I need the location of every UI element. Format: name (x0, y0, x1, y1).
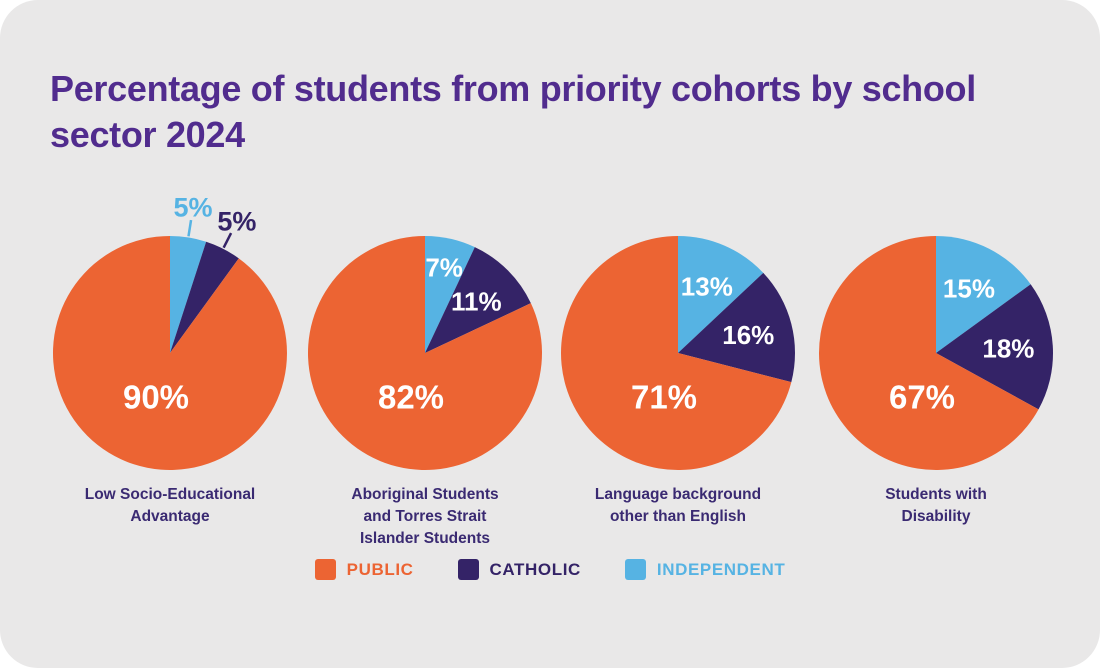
pie-2-label-public: 82% (378, 379, 444, 416)
legend-item-public: PUBLIC (314, 559, 414, 580)
legend-swatch-catholic (457, 559, 479, 580)
legend-label-independent: INDEPENDENT (656, 559, 786, 579)
pie-1-slice-public (52, 236, 287, 470)
pie-1-label-public: 90% (123, 379, 189, 416)
legend-swatch-independent (624, 559, 646, 580)
pie-2-label-independent: 7% (425, 252, 463, 282)
pie-4-slice-public (819, 236, 1039, 471)
pie-1-label-catholic: 5% (217, 207, 256, 237)
legend-label-catholic: CATHOLIC (489, 559, 581, 579)
pie-caption-2: Aboriginal Students and Torres Strait Isla… (351, 486, 499, 547)
pie-2-slice-public (307, 236, 542, 471)
pie-3-label-public: 71% (631, 379, 697, 416)
pie-2-slice-independent (425, 236, 475, 353)
pie-4-slice-catholic (936, 284, 1054, 410)
pie-4-slice-independent (936, 236, 1031, 353)
pie-chart-1: 5% 5% 90% (52, 192, 287, 470)
pie-1-slice-independent (170, 236, 207, 353)
pie-3-slice-public (560, 236, 792, 470)
pie-caption-3: Language background other than English (594, 486, 762, 525)
legend-swatch-public (314, 559, 336, 580)
pie-1-slice-catholic (170, 241, 239, 353)
chart-title: Percentage of students from priority coh… (50, 68, 976, 156)
pie-2-slice-catholic (425, 247, 531, 353)
pie-caption-4: Students with Disability (885, 486, 987, 525)
pie-4-label-catholic: 18% (982, 333, 1034, 363)
pie-1-label-independent: 5% (174, 192, 213, 222)
chart-legend: PUBLIC CATHOLIC INDEPENDENT (0, 559, 1100, 580)
pie-1-leader-line-independent (187, 219, 193, 237)
pie-caption-1: Low Socio-Educational Advantage (84, 486, 256, 525)
pie-chart-3: 13% 16% 71% (560, 236, 795, 470)
pie-1-leader-line-catholic (222, 232, 233, 249)
pie-chart-2: 7% 11% 82% (307, 236, 542, 471)
pie-4-label-public: 67% (889, 379, 955, 416)
pie-3-label-catholic: 16% (722, 320, 774, 350)
legend-item-catholic: CATHOLIC (457, 559, 581, 580)
pie-2-label-catholic: 11% (451, 287, 502, 317)
pie-3-label-independent: 13% (681, 271, 733, 301)
pie-4-label-independent: 15% (943, 273, 995, 303)
legend-label-public: PUBLIC (346, 559, 414, 579)
legend-item-independent: INDEPENDENT (624, 559, 786, 580)
pie-3-slice-independent (678, 236, 764, 353)
pie-chart-4: 15% 18% 67% (819, 236, 1054, 471)
pie-3-slice-catholic (678, 272, 795, 383)
